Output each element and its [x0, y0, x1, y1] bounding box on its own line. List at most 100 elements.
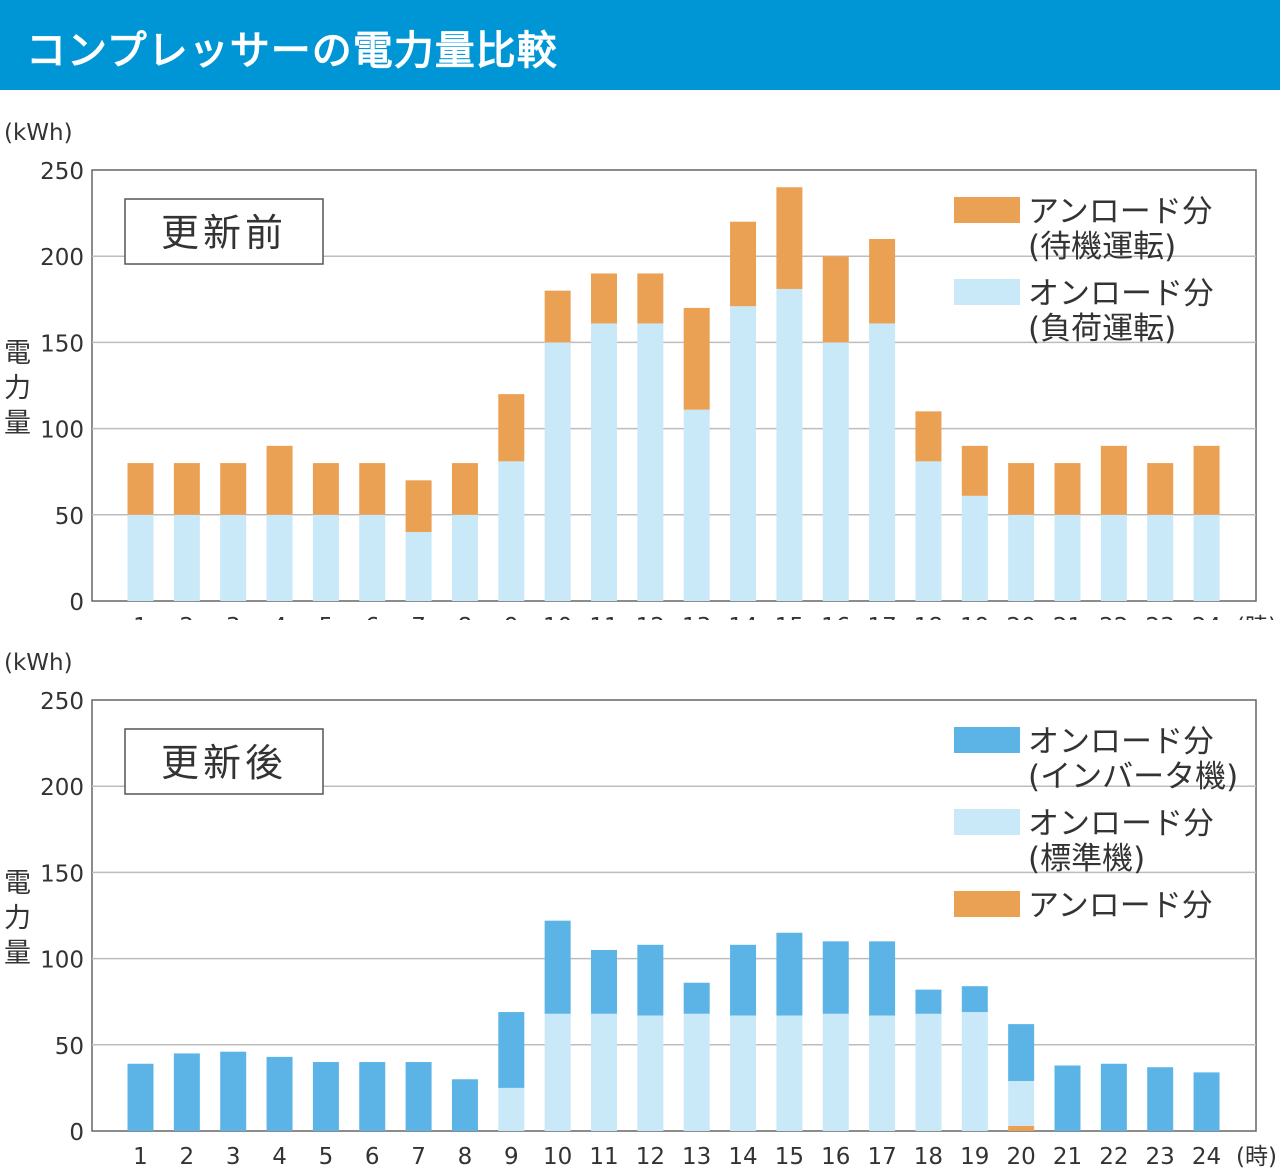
bar-segment	[822, 256, 849, 343]
bar-segment	[498, 394, 525, 462]
bar-segment	[869, 941, 896, 1016]
legend-sublabel: (負荷運転)	[1028, 311, 1176, 347]
y-axis-label-char: 力	[4, 373, 31, 404]
x-tick-label: 18	[914, 1144, 943, 1170]
page-title: コンプレッサーの電力量比較	[26, 28, 558, 74]
legend-swatch	[954, 809, 1020, 835]
x-tick-label: 24	[1192, 614, 1221, 620]
x-tick-label: 23	[1146, 614, 1175, 620]
x-tick-label: 6	[365, 614, 380, 620]
y-tick-label: 0	[69, 590, 84, 616]
bar-segment	[1008, 1125, 1035, 1131]
legend-swatch	[954, 279, 1020, 305]
bar-segment	[822, 1013, 849, 1131]
x-tick-label: 21	[1053, 1144, 1082, 1170]
y-axis-label-char: 量	[4, 408, 31, 439]
x-tick-label: 5	[319, 1144, 334, 1170]
x-tick-label: 20	[1007, 614, 1036, 620]
x-tick-label: 15	[775, 1144, 804, 1170]
x-tick-label: 17	[867, 1144, 896, 1170]
y-tick-label: 50	[55, 504, 84, 530]
legend-label: アンロード分	[1028, 194, 1213, 230]
bar-segment	[1008, 514, 1035, 601]
x-tick-label: 7	[411, 614, 426, 620]
x-tick-label: 12	[636, 614, 665, 620]
panel-label-box	[124, 198, 324, 265]
bar-segment	[405, 532, 432, 601]
bar-segment	[683, 1013, 710, 1131]
bar-segment	[1008, 1081, 1035, 1126]
bar-segment	[1147, 463, 1174, 515]
bar-segment	[1193, 445, 1220, 515]
bar-segment	[915, 461, 942, 601]
bar-segment	[591, 1013, 617, 1131]
x-tick-label: 19	[960, 1144, 989, 1170]
bar-segment	[266, 514, 293, 601]
bar-segment	[961, 495, 988, 601]
y-axis-label-char: 電	[4, 338, 31, 369]
bar-segment	[266, 1056, 293, 1131]
legend-sublabel: (標準機)	[1028, 841, 1145, 877]
bar-segment	[451, 514, 478, 601]
x-tick-label: 21	[1053, 614, 1082, 620]
x-tick-label: 24	[1192, 1144, 1221, 1170]
bar-segment	[915, 1013, 942, 1131]
bar-segment	[498, 1012, 525, 1088]
bar-segment	[359, 1062, 386, 1131]
bar-segment	[683, 409, 710, 601]
x-tick-label: 3	[226, 614, 241, 620]
x-tick-label: 17	[867, 614, 896, 620]
y-tick-label: 250	[40, 159, 84, 185]
bar-segment	[1054, 514, 1081, 601]
bar-segment	[1147, 1067, 1174, 1131]
bar-segment	[220, 463, 247, 515]
bar-segment	[822, 941, 849, 1014]
bar-segment	[869, 238, 896, 324]
bar-segment	[312, 463, 339, 515]
bar-segment	[730, 1015, 757, 1131]
legend-label: アンロード分	[1028, 888, 1213, 924]
bar-segment	[451, 463, 478, 515]
x-tick-label: 8	[458, 614, 473, 620]
legend-sublabel: (インバータ機)	[1028, 759, 1238, 795]
bar-segment	[544, 1013, 571, 1131]
unit-label: (kWh)	[4, 650, 73, 676]
x-tick-label: 13	[682, 614, 711, 620]
x-tick-label: 11	[589, 1144, 618, 1170]
x-tick-label: 12	[636, 1144, 665, 1170]
bar-segment	[544, 920, 571, 1014]
bar-segment	[869, 1015, 896, 1131]
bar-segment	[1100, 445, 1127, 515]
bar-segment	[683, 307, 710, 410]
legend-label: オンロード分	[1028, 806, 1214, 842]
legend-swatch	[954, 891, 1020, 917]
x-tick-label: 11	[589, 614, 618, 620]
x-tick-label: 9	[504, 614, 519, 620]
bar-segment	[1100, 1063, 1127, 1131]
legend-label: オンロード分	[1028, 276, 1214, 312]
bar-segment	[1100, 514, 1127, 601]
bar-segment	[776, 288, 803, 601]
bar-segment	[127, 463, 154, 515]
bar-segment	[1193, 1072, 1220, 1131]
x-tick-label: 15	[775, 614, 804, 620]
bar-segment	[173, 463, 200, 515]
bar-segment	[730, 221, 757, 307]
legend-swatch	[954, 197, 1020, 223]
bar-segment	[591, 323, 617, 601]
bar-segment	[544, 290, 571, 343]
legend-label: オンロード分	[1028, 724, 1214, 760]
bar-segment	[637, 1015, 664, 1131]
bar-segment	[1054, 463, 1081, 515]
bar-segment	[173, 1053, 200, 1131]
bar-segment	[1008, 463, 1035, 515]
bar-segment	[312, 514, 339, 601]
bar-segment	[1008, 1024, 1035, 1082]
unit-label: (kWh)	[4, 120, 73, 146]
bar-segment	[312, 1062, 339, 1131]
y-tick-label: 50	[55, 1034, 84, 1060]
bar-segment	[961, 445, 988, 496]
bar-segment	[220, 1051, 247, 1131]
x-tick-label: 13	[682, 1144, 711, 1170]
bar-segment	[544, 342, 571, 601]
